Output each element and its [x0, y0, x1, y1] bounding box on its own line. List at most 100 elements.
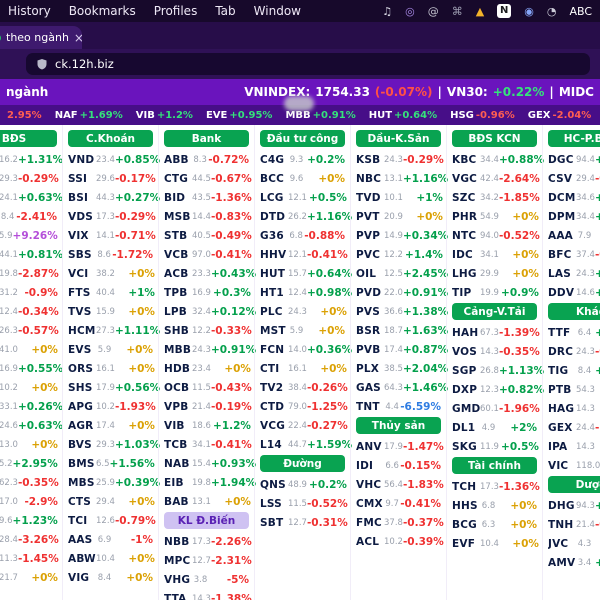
ticker-row[interactable]: 17.0 -2.9% [0, 492, 59, 511]
ticker-row[interactable]: PVS 36.6 +1.38% [354, 302, 448, 321]
ticker-row[interactable]: SBS 8.6 -1.72% [66, 245, 155, 264]
ticker-row[interactable]: BCC 9.6 +0% [258, 169, 347, 188]
ticker-row[interactable]: FMC 37.8 -0.37% [354, 513, 444, 532]
tape-item[interactable]: 2.95% [5, 110, 42, 121]
ticker-row[interactable]: TNT 4.4 -6.59% [354, 397, 443, 416]
sector-header[interactable]: KL Đ.Biến [164, 512, 249, 529]
ticker-row[interactable]: 8.4 -2.41% [0, 207, 59, 226]
menu-tab[interactable]: Tab [215, 4, 236, 18]
sector-header[interactable]: Tài chính [452, 457, 537, 474]
ticker-row[interactable]: IDC 34.1 +0% [450, 245, 539, 264]
ticker-row[interactable]: NBC 13.1 +1.16% [354, 169, 448, 188]
ticker-row[interactable]: VPB 21.4 -0.19% [162, 397, 252, 416]
ticker-row[interactable]: SHS 17.9 +0.56% [66, 378, 160, 397]
ticker-row[interactable]: PVP 14.9 +0.34% [354, 226, 448, 245]
ticker-row[interactable]: TV2 38.4 -0.26% [258, 378, 348, 397]
ticker-row[interactable]: LSS 11.5 -0.52% [258, 494, 348, 513]
ticker-row[interactable]: QNS 48.9 +0.2% [258, 475, 347, 494]
sector-header[interactable]: Đường [260, 455, 345, 472]
ticker-row[interactable]: TCB 34.1 -0.41% [162, 435, 252, 454]
ticker-row[interactable]: HDB 23.4 +0% [162, 359, 251, 378]
ticker-row[interactable]: NAB 15.4 +0.93% [162, 454, 256, 473]
sector-header[interactable]: Đầu tư công [260, 130, 345, 147]
tape-item[interactable]: NAF +1.69% [55, 110, 123, 121]
ticker-row[interactable]: CTS 29.4 +0% [66, 492, 155, 511]
ticker-row[interactable]: 19.8 -2.87% [0, 264, 59, 283]
tape-item[interactable]: HSG -0.96% [450, 110, 515, 121]
ticker-row[interactable]: VIX 14.1 -0.71% [66, 226, 156, 245]
ticker-row[interactable]: ANV 17.9 -1.47% [354, 437, 444, 456]
ticker-row[interactable]: CTI 16.1 +0% [258, 359, 347, 378]
ticker-row[interactable]: VCB 97.0 -0.41% [162, 245, 252, 264]
clock-icon[interactable]: ◔ [546, 4, 557, 18]
ticker-row[interactable]: PVC 12.2 +1.4% [354, 245, 443, 264]
ticker-row[interactable]: SHB 12.2 -0.33% [162, 321, 252, 340]
ticker-row[interactable]: LPB 32.4 +0.12% [162, 302, 256, 321]
ticker-row[interactable]: 62.3 -0.35% [0, 473, 59, 492]
sector-header[interactable]: BĐS KCN [452, 130, 537, 147]
ticker-row[interactable]: TTA 14.3 -1.38% [162, 589, 252, 600]
ticker-row[interactable]: OCB 11.5 -0.43% [162, 378, 252, 397]
ticker-row[interactable]: C4G 9.3 +0.2% [258, 150, 347, 169]
ticker-row[interactable]: BMS 6.5 +1.56% [66, 454, 155, 473]
ticker-row[interactable]: 24.6 +0.63% [0, 416, 63, 435]
ticker-row[interactable]: 16.9 +0.55% [0, 359, 63, 378]
tape-item[interactable]: HUT +0.64% [369, 110, 437, 121]
ticker-row[interactable]: HAH 67.3 -1.39% [450, 323, 540, 342]
ticker-row[interactable]: PVT 20.9 +0% [354, 207, 443, 226]
sector-header[interactable]: C.Khoán [68, 130, 153, 147]
ticker-row[interactable]: IPA 14.3+0% [546, 437, 600, 456]
ticker-row[interactable]: 10.2 +0% [0, 378, 59, 397]
ticker-row[interactable]: PVD 22.0 +0.91% [354, 283, 448, 302]
ticker-row[interactable]: MST 5.9 +0% [258, 321, 347, 340]
ticker-row[interactable]: TIG 8.4+1.2% [546, 361, 600, 380]
tape-item[interactable]: MBB +0.91% [285, 110, 355, 121]
ticker-row[interactable]: 31.2 -0.9% [0, 283, 59, 302]
ticker-row[interactable]: SSI 29.6 -0.17% [66, 169, 156, 188]
ticker-row[interactable]: BFC 37.4-0.27% [546, 245, 600, 264]
ticker-row[interactable]: 5.2 +2.95% [0, 454, 59, 473]
ticker-row[interactable]: TCI 12.6 -0.79% [66, 511, 156, 530]
ticker-row[interactable]: VIB 18.6 +1.2% [162, 416, 251, 435]
ticker-row[interactable]: KBC 34.4 +0.88% [450, 150, 544, 169]
ticker-row[interactable]: SBT 12.7 -0.31% [258, 513, 348, 532]
ticker-row[interactable]: MPC 12.7 -2.31% [162, 551, 252, 570]
ticker-row[interactable]: ACL 10.2 -0.39% [354, 532, 444, 551]
menu-history[interactable]: History [8, 4, 51, 18]
ticker-row[interactable]: PTB 54.3+0% [546, 380, 600, 399]
sector-header[interactable]: Dầu-K.Sản [356, 130, 441, 147]
ticker-row[interactable]: LHG 29.9 +0% [450, 264, 539, 283]
ticker-row[interactable]: 13.0 +0% [0, 435, 59, 454]
menu-bookmarks[interactable]: Bookmarks [68, 4, 136, 18]
tape-item[interactable]: VIB +1.2% [136, 110, 193, 121]
ticker-row[interactable]: TPB 16.9 +0.3% [162, 283, 251, 302]
ticker-row[interactable]: 24.1 +0.63% [0, 188, 63, 207]
ticker-row[interactable]: BAB 13.1 +0% [162, 492, 251, 511]
ticker-row[interactable]: VCG 22.4 -0.27% [258, 416, 348, 435]
ticker-row[interactable]: LAS 24.3+1.12% [546, 264, 600, 283]
ticker-row[interactable]: VHG 3.8 -5% [162, 570, 251, 589]
ticker-row[interactable]: TIP 19.9 +0.9% [450, 283, 539, 302]
ticker-row[interactable]: HCM 27.3 +1.11% [66, 321, 160, 340]
ticker-row[interactable]: 44.1 +0.81% [0, 245, 63, 264]
tape-item[interactable]: GEX -2.04% [528, 110, 592, 121]
ticker-row[interactable]: FTS 40.4 +1% [66, 283, 155, 302]
ticker-row[interactable]: 28.4 -3.26% [0, 530, 59, 549]
ticker-row[interactable]: FCN 14.0 +0.36% [258, 340, 352, 359]
ticker-row[interactable]: TVD 10.1 +1% [354, 188, 443, 207]
notion-icon[interactable]: N [497, 4, 512, 18]
ticker-row[interactable]: 16.2 +1.31% [0, 150, 63, 169]
ticker-row[interactable]: APG 10.2 -1.93% [66, 397, 156, 416]
ticker-row[interactable]: DL1 4.9 +2% [450, 418, 539, 437]
ticker-row[interactable]: VND 23.4 +0.85% [66, 150, 160, 169]
sector-header[interactable]: Cảng-V.Tải [452, 303, 537, 320]
sector-header[interactable]: Dược [548, 476, 600, 493]
